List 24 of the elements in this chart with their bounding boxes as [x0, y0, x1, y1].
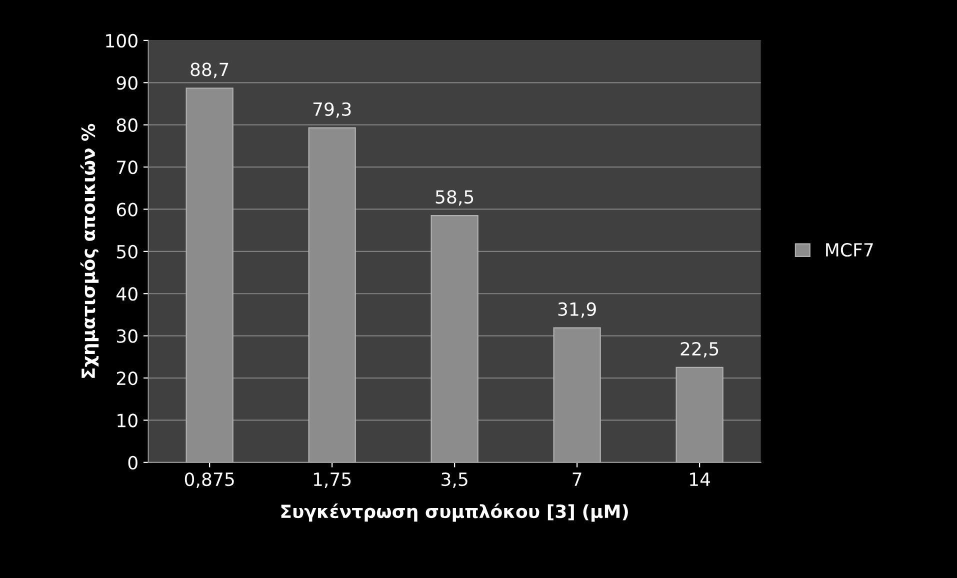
y-axis-title: Σχηματισμός αποικιών %	[80, 124, 99, 378]
y-tick-label: 50	[117, 244, 138, 259]
data-label: 22,5	[680, 342, 718, 358]
x-tick-label: 1,75	[314, 472, 351, 488]
y-tick-label: 60	[116, 202, 138, 216]
y-tick-label: 70	[117, 160, 138, 174]
data-label: 58,5	[436, 190, 474, 206]
y-tick-label: 0	[128, 456, 138, 470]
x-tick-label: 14	[690, 472, 710, 486]
y-tick-label: 80	[116, 118, 138, 132]
data-label: 31,9	[558, 302, 596, 318]
y-tick-label: 30	[117, 329, 138, 343]
y-tick-label: 100	[106, 34, 138, 48]
y-tick-label: 20	[116, 371, 138, 386]
x-tick-label: 0,875	[184, 472, 234, 488]
x-tick-label: 7	[572, 472, 582, 486]
y-tick-label: 90	[116, 76, 138, 90]
y-tick-label: 40	[116, 287, 138, 301]
data-label: 88,7	[190, 62, 228, 78]
data-label: 79,3	[313, 102, 351, 118]
y-tick-label: 10	[118, 414, 138, 428]
legend-label: MCF7	[826, 243, 873, 257]
x-axis-title: Συγκέντρωση συμπλόκου [3] (μM)	[281, 503, 628, 522]
x-tick-label: 3,5	[442, 472, 468, 488]
